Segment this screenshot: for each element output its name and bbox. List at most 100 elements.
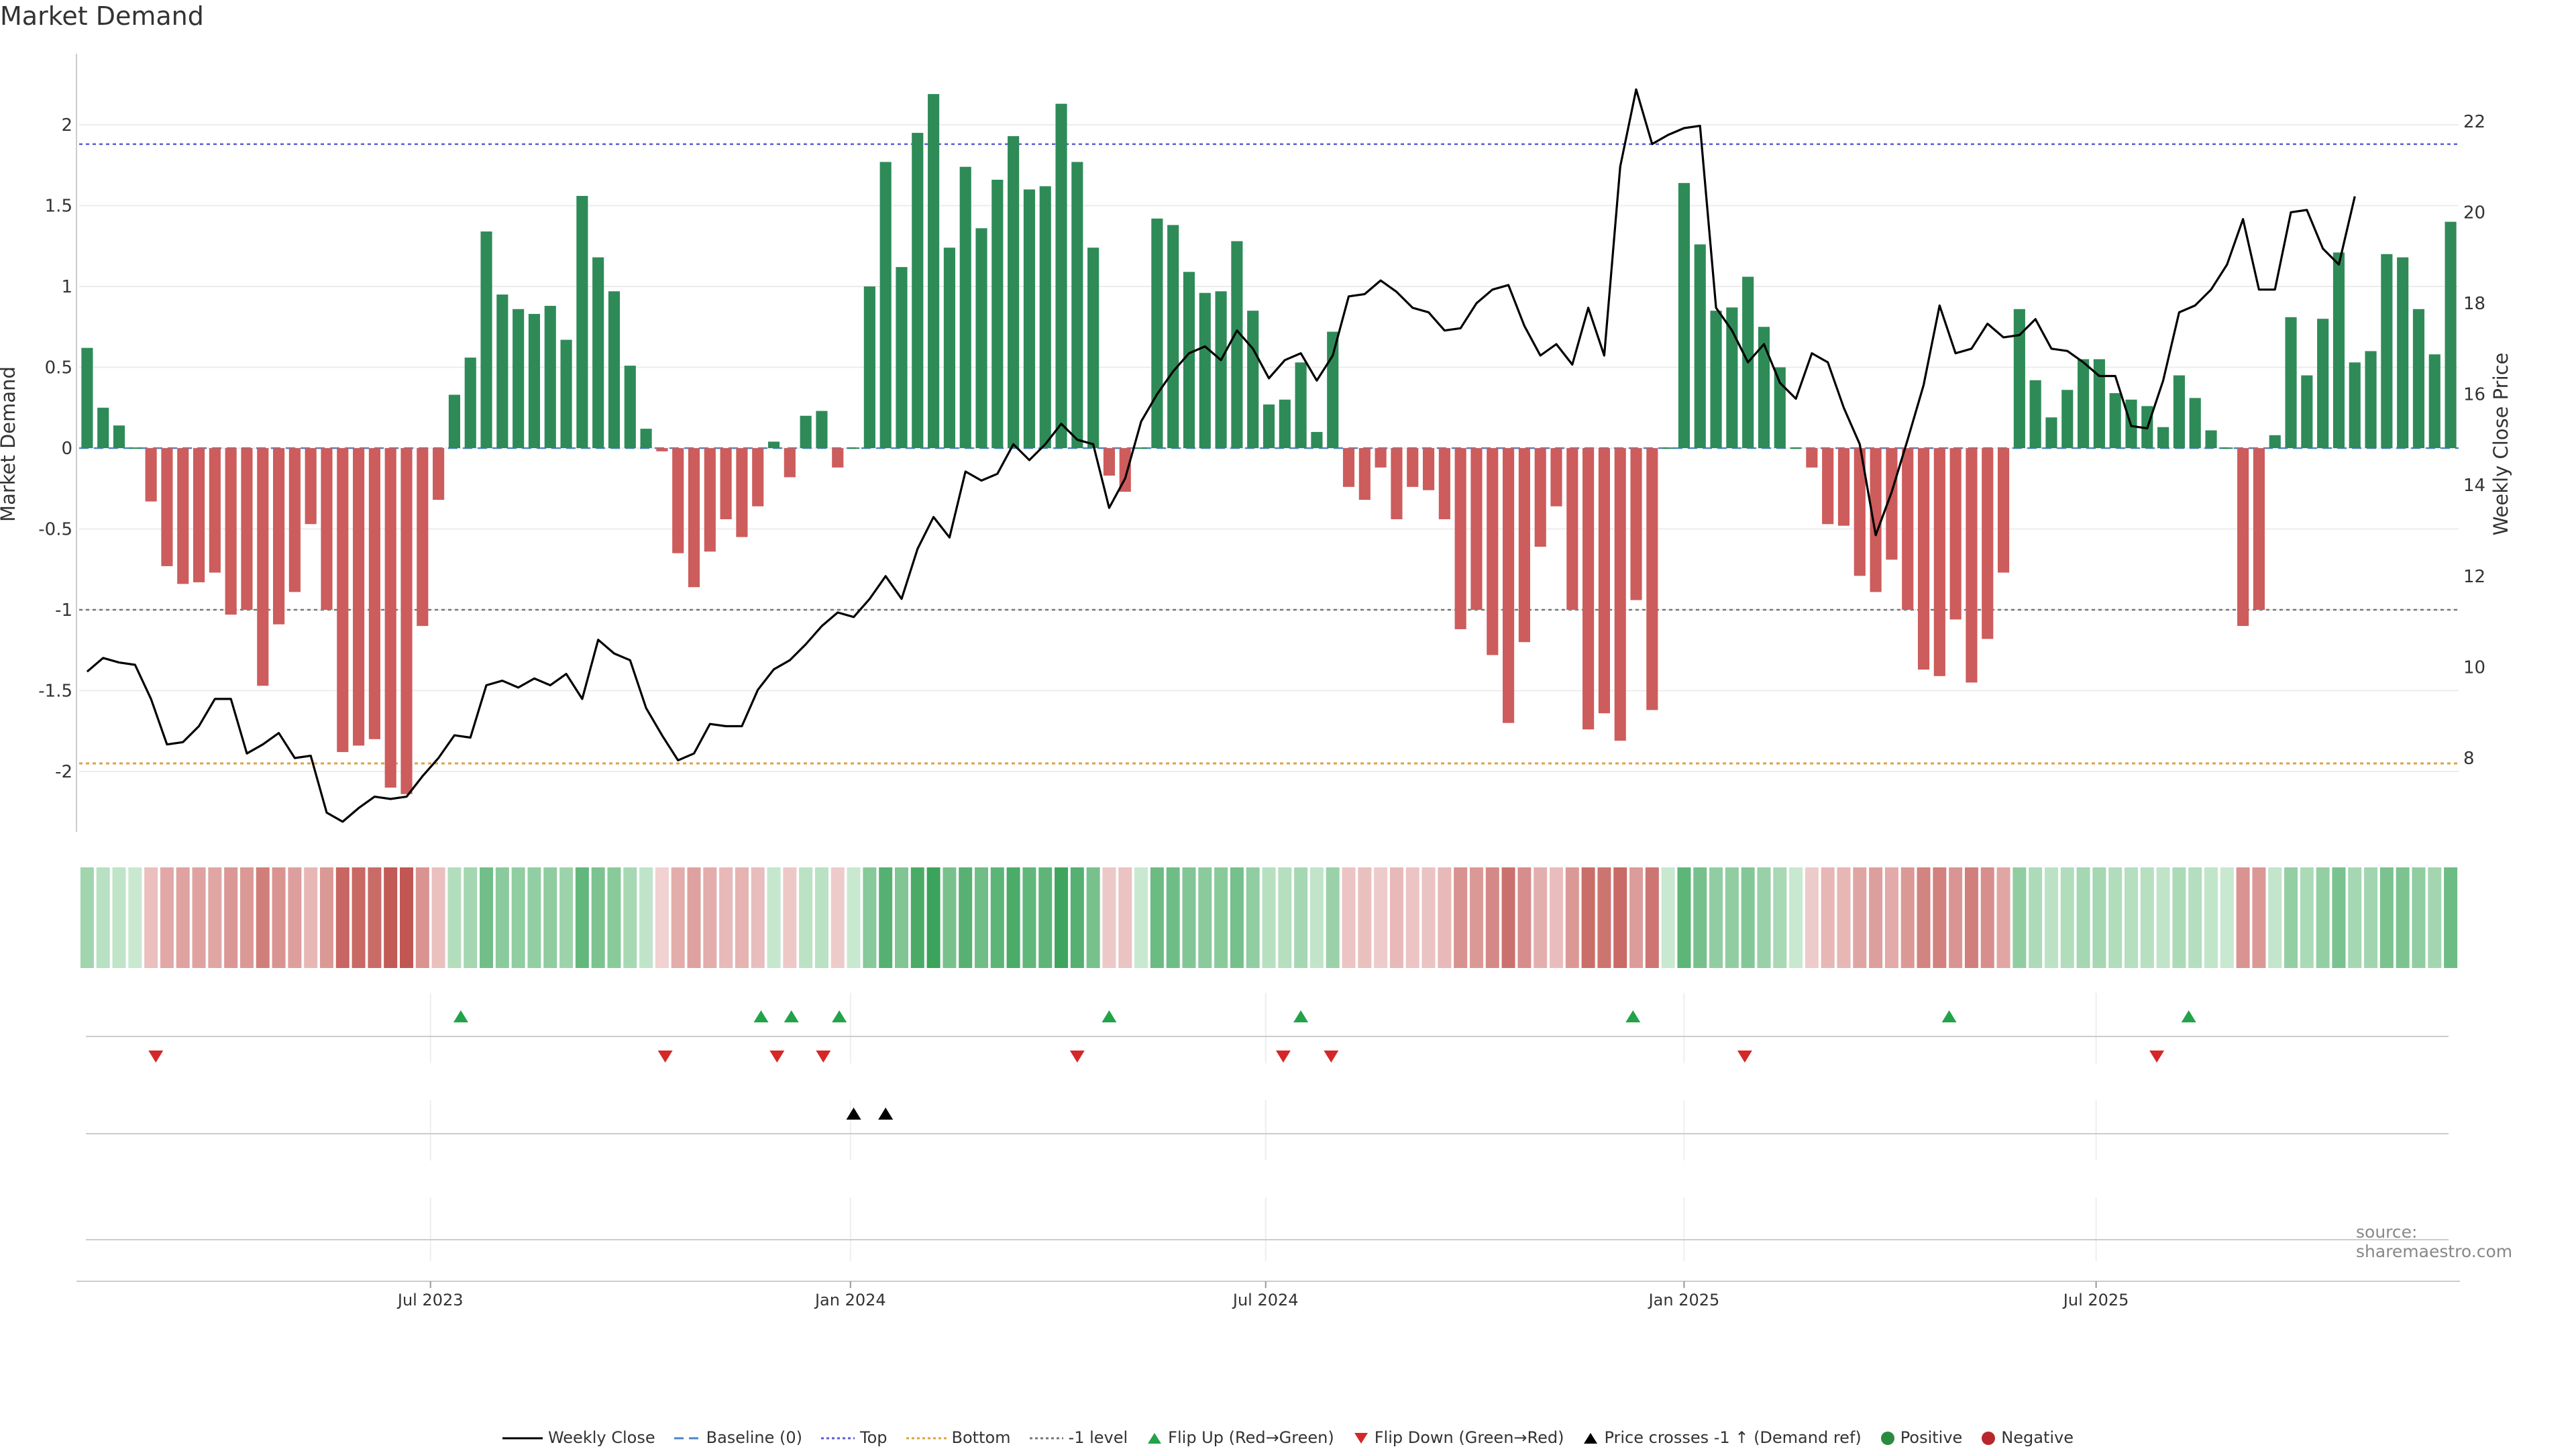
heat-cell — [735, 867, 749, 968]
demand-bar — [816, 411, 828, 448]
heat-cell — [687, 867, 701, 968]
y2-tick-label: 14 — [2463, 476, 2485, 496]
heat-cell — [1725, 867, 1739, 968]
demand-bar — [1662, 447, 1674, 449]
heat-cell — [1597, 867, 1611, 968]
heat-cell — [1358, 867, 1372, 968]
demand-bar — [2029, 380, 2041, 448]
heat-cell — [575, 867, 589, 968]
demand-bar — [1039, 186, 1051, 448]
demand-bar — [1487, 448, 1499, 655]
y-tick-label: 0.5 — [45, 358, 72, 378]
demand-heat-strip — [80, 867, 2458, 968]
heat-cell — [2092, 867, 2106, 968]
heat-cell — [703, 867, 717, 968]
demand-bar — [1917, 448, 1930, 670]
heat-cell — [2029, 867, 2043, 968]
legend-label: Positive — [1900, 1428, 1963, 1447]
demand-bar — [161, 448, 173, 566]
heat-cell — [1150, 867, 1164, 968]
heat-cell — [2348, 867, 2362, 968]
y2-tick-label: 10 — [2463, 657, 2485, 678]
heat-cell — [863, 867, 877, 968]
demand-bar — [2365, 351, 2377, 448]
y2-tick-label: 12 — [2463, 567, 2485, 587]
flip-up-marker — [753, 1010, 769, 1022]
demand-bar — [1646, 448, 1658, 710]
demand-bar — [1582, 448, 1595, 730]
heat-cell — [1677, 867, 1691, 968]
heat-cell — [1454, 867, 1468, 968]
heat-cell — [1006, 867, 1020, 968]
heat-cell — [80, 867, 94, 968]
cross-up-marker — [846, 1108, 861, 1120]
demand-bar — [321, 448, 333, 610]
demand-bar — [1822, 448, 1834, 525]
demand-bar — [752, 448, 764, 506]
heat-cell — [1693, 867, 1707, 968]
demand-bars — [81, 94, 2457, 794]
heat-cell — [1741, 867, 1755, 968]
demand-bar — [2301, 375, 2313, 448]
demand-bar — [1215, 291, 1227, 448]
demand-bar — [1966, 448, 1978, 683]
flip-down-marker — [1324, 1051, 1339, 1063]
x-tick-label: Jan 2025 — [1648, 1291, 1720, 1309]
demand-bar — [145, 448, 157, 502]
demand-bar — [592, 257, 604, 448]
heat-cell — [1405, 867, 1419, 968]
heat-cell — [2076, 867, 2090, 968]
heat-cell — [623, 867, 637, 968]
x-tick-label: Jul 2025 — [2062, 1291, 2129, 1309]
demand-bar — [2157, 427, 2169, 448]
heat-cell — [1438, 867, 1452, 968]
demand-bar — [896, 267, 908, 448]
heat-cell — [799, 867, 813, 968]
legend-item: Top — [821, 1428, 888, 1447]
event-markers — [86, 1010, 2449, 1240]
heat-cell — [767, 867, 781, 968]
heat-cell — [2172, 867, 2186, 968]
heat-cell — [1933, 867, 1947, 968]
demand-bar — [2205, 430, 2217, 448]
demand-bar — [209, 448, 221, 573]
demand-bar — [272, 448, 285, 625]
y-axis-label: Market Demand — [0, 366, 19, 522]
heat-cell — [847, 867, 861, 968]
heat-cell — [1038, 867, 1053, 968]
heat-cell — [1517, 867, 1532, 968]
heat-cell — [128, 867, 142, 968]
heat-cell — [319, 867, 333, 968]
flip-down-marker — [816, 1051, 831, 1063]
y-tick-label: 1 — [61, 277, 72, 297]
heat-cell — [368, 867, 382, 968]
demand-bar — [847, 447, 860, 449]
heat-cell — [1757, 867, 1771, 968]
demand-bar — [448, 394, 460, 448]
heat-cell — [1853, 867, 1867, 968]
heat-cell — [1326, 867, 1340, 968]
flip-up-marker — [832, 1010, 847, 1022]
legend-label: Flip Down (Green→Red) — [1374, 1428, 1564, 1447]
demand-bar — [1982, 448, 1994, 639]
demand-bar — [800, 415, 812, 448]
heat-cell — [431, 867, 445, 968]
heat-cell — [335, 867, 350, 968]
demand-bar — [305, 448, 317, 525]
heat-cell — [1534, 867, 1548, 968]
heat-cell — [1214, 867, 1228, 968]
heat-cell — [112, 867, 126, 968]
demand-bar — [1103, 448, 1116, 476]
heat-cell — [1709, 867, 1723, 968]
demand-bar — [2285, 317, 2297, 448]
heat-cell — [480, 867, 494, 968]
legend-item: Negative — [1981, 1428, 2074, 1447]
heat-cell — [719, 867, 733, 968]
demand-bar — [959, 166, 971, 448]
demand-bar — [2412, 309, 2425, 448]
heat-cell — [511, 867, 525, 968]
demand-bar — [672, 448, 684, 553]
demand-bar — [1902, 448, 1914, 610]
demand-bar — [1503, 448, 1515, 723]
heat-cell — [239, 867, 254, 968]
